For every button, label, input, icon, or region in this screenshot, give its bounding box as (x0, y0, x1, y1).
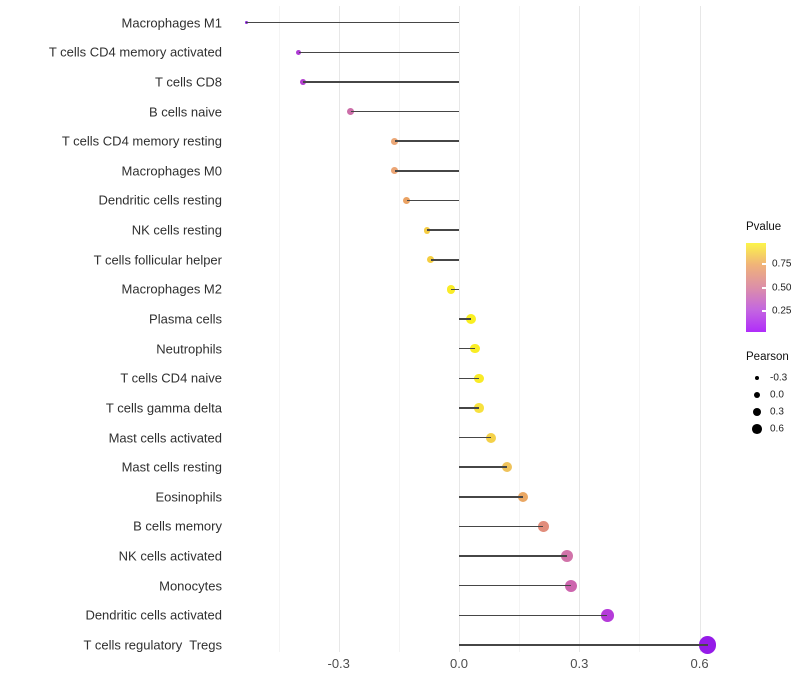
lollipop-stem (459, 436, 492, 439)
category-label: Dendritic cells activated (85, 607, 222, 623)
lollipop-stem (426, 229, 459, 231)
pvalue-tick-label: 0.50 (772, 282, 792, 293)
category-label: T cells gamma delta (105, 400, 222, 416)
category-label: B cells memory (133, 518, 222, 534)
gridline-major (459, 6, 460, 652)
category-label: Macrophages M0 (121, 163, 222, 179)
category-label: Neutrophils (156, 341, 222, 357)
lollipop-dot (565, 579, 578, 592)
pearson-legend-label: 0.3 (770, 406, 784, 418)
x-tick-label: 0.6 (690, 656, 709, 671)
lollipop-dot (486, 432, 497, 443)
lollipop-stem (459, 555, 568, 557)
gridline-minor (278, 6, 280, 652)
category-label: B cells naive (149, 104, 222, 120)
lollipop-stem (350, 110, 459, 113)
lollipop-stem (459, 466, 508, 468)
lollipop-stem (302, 81, 459, 83)
lollipop-stem (459, 644, 708, 646)
category-label: T cells CD8 (155, 74, 222, 90)
lollipop-stem (459, 525, 544, 528)
lollipop-dot (698, 636, 717, 654)
category-label: Plasma cells (149, 311, 222, 327)
pvalue-tick-mark (762, 262, 766, 265)
x-tick-label: 0.0 (449, 656, 469, 671)
category-label: T cells regulatory Tregs (83, 637, 222, 653)
gridline-major (338, 6, 340, 652)
gridline-major (579, 6, 581, 652)
lollipop-dot (466, 314, 477, 325)
category-label: Mast cells activated (108, 430, 222, 446)
x-tick-label: -0.3 (327, 656, 350, 671)
lollipop-dot (244, 20, 249, 25)
lollipop-stem (459, 377, 480, 380)
pearson-legend-dot (752, 408, 762, 417)
lollipop-dot (474, 403, 484, 413)
category-label: NK cells activated (118, 548, 222, 564)
lollipop-stem (459, 584, 572, 587)
category-label: NK cells resting (131, 222, 222, 238)
lollipop-stem (459, 347, 476, 350)
gridline-minor (519, 6, 521, 652)
category-label: T cells CD4 memory resting (61, 133, 222, 149)
category-label: Monocytes (159, 578, 222, 594)
category-label: Eosinophils (155, 489, 223, 505)
pvalue-gradient-bar (746, 243, 766, 332)
category-label: Dendritic cells resting (98, 192, 222, 208)
lollipop-stem (406, 199, 459, 202)
category-label: Mast cells resting (121, 459, 222, 475)
lollipop-dot (601, 609, 614, 622)
lollipop-stem (459, 614, 608, 617)
pearson-legend-dot (754, 376, 760, 381)
category-label: T cells CD4 naive (120, 370, 222, 386)
lollipop-dot (518, 491, 529, 502)
lollipop-stem (394, 140, 459, 142)
pvalue-legend-title: Pvalue (746, 221, 782, 233)
pearson-legend-label: 0.0 (770, 389, 784, 401)
pvalue-tick-mark (762, 286, 766, 289)
category-label: Macrophages M2 (121, 281, 222, 297)
pvalue-tick-label: 0.75 (772, 258, 792, 270)
pearson-legend-label: -0.3 (770, 372, 788, 384)
lollipop-dot (561, 550, 574, 563)
pvalue-tick-mark (762, 310, 766, 313)
category-label: T cells follicular helper (93, 252, 222, 268)
lollipop-stem (450, 288, 459, 291)
category-label: T cells CD4 memory activated (48, 44, 222, 60)
category-label: Macrophages M1 (121, 15, 222, 31)
pearson-legend-title: Pearson (746, 351, 789, 363)
lollipop-stem (459, 318, 472, 320)
pvalue-tick-label: 0.25 (772, 305, 792, 317)
lollipop-stem (459, 496, 524, 498)
pearson-legend-label: 0.6 (770, 423, 784, 435)
lollipop-stem (459, 407, 480, 409)
gridline-minor (639, 6, 641, 652)
pearson-legend-dot (753, 392, 761, 399)
lollipop-dot (299, 79, 306, 85)
x-tick-label: 0.3 (570, 656, 589, 671)
lollipop-stem (394, 170, 459, 172)
gridline-major (699, 6, 701, 652)
lollipop-stem (430, 259, 459, 261)
lollipop-stem (246, 21, 459, 24)
gridline-minor (398, 6, 400, 652)
lollipop-stem (298, 51, 459, 54)
pearson-legend-dot (752, 424, 762, 435)
